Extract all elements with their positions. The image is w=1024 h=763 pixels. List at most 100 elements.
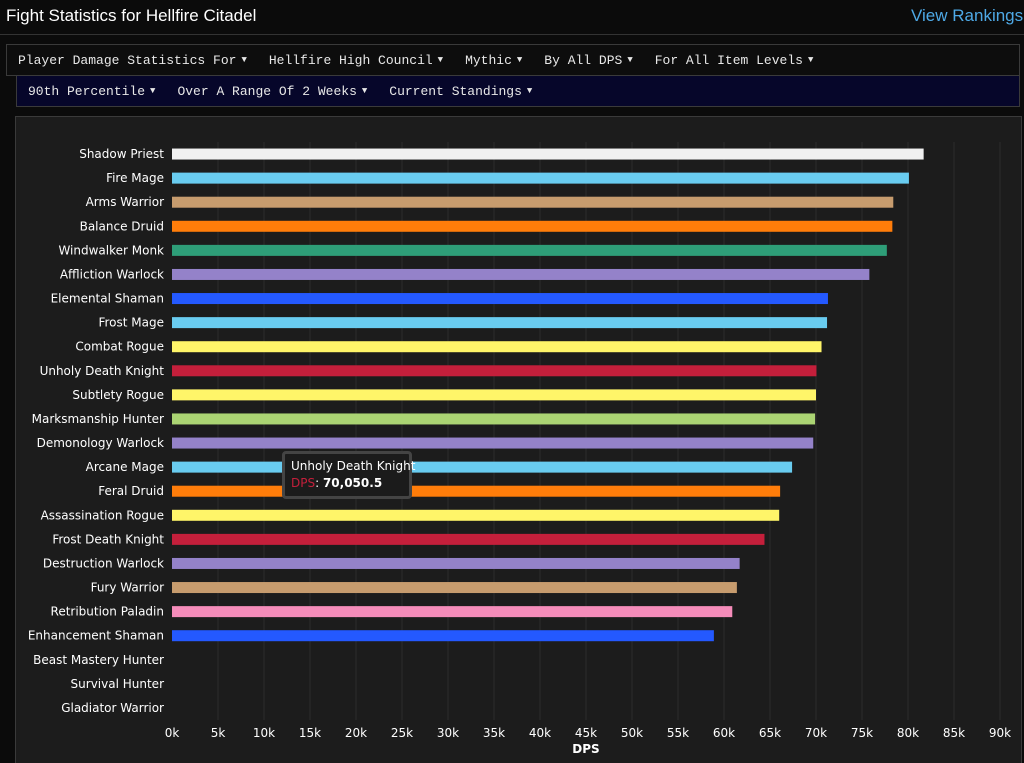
category-label: Retribution Paladin bbox=[51, 605, 164, 619]
bar[interactable] bbox=[172, 268, 870, 280]
page-title: Fight Statistics for Hellfire Citadel bbox=[6, 6, 257, 25]
view-rankings-link[interactable]: View Rankings bbox=[911, 6, 1024, 25]
filter-bar-secondary: 90th Percentile ▼ Over A Range Of 2 Weeks… bbox=[16, 76, 1020, 107]
bar[interactable] bbox=[172, 606, 733, 618]
x-tick-label: 10k bbox=[253, 726, 275, 740]
bar[interactable] bbox=[172, 461, 793, 473]
category-label: Assassination Rogue bbox=[41, 508, 164, 522]
tooltip-series-label: DPS bbox=[291, 476, 316, 490]
category-label: Survival Hunter bbox=[71, 677, 165, 691]
bar[interactable] bbox=[172, 630, 714, 642]
bar[interactable] bbox=[172, 293, 828, 305]
x-tick-label: 0k bbox=[165, 726, 180, 740]
tooltip-value-line: DPS: 70,050.5 bbox=[291, 476, 383, 490]
filter-label: Over A Range Of 2 Weeks bbox=[177, 83, 357, 99]
chart-panel: 0k 5k 10k 15k 20k 25k 30k 35k 40k 45k 50k 55k 60k 65k… bbox=[15, 116, 1022, 763]
filter-label: For All Item Levels bbox=[654, 52, 803, 68]
filter-percentile[interactable]: 90th Percentile ▼ bbox=[17, 84, 166, 99]
caret-down-icon: ▼ bbox=[526, 86, 533, 97]
category-label: Fire Mage bbox=[106, 171, 164, 185]
filter-encounter[interactable]: Hellfire High Council ▼ bbox=[258, 53, 454, 68]
filter-difficulty[interactable]: Mythic ▼ bbox=[454, 53, 533, 68]
x-tick-label: 70k bbox=[805, 726, 827, 740]
caret-down-icon: ▼ bbox=[361, 86, 368, 97]
bar[interactable] bbox=[172, 437, 814, 449]
category-label: Arcane Mage bbox=[86, 460, 164, 474]
x-tick-label: 50k bbox=[621, 726, 643, 740]
caret-down-icon: ▼ bbox=[807, 55, 814, 66]
bar[interactable] bbox=[172, 365, 817, 377]
x-tick-label: 90k bbox=[989, 726, 1011, 740]
x-tick-label: 35k bbox=[483, 726, 505, 740]
category-label: Arms Warrior bbox=[86, 195, 164, 209]
category-label: Demonology Warlock bbox=[37, 436, 164, 450]
category-label: Affliction Warlock bbox=[60, 267, 164, 281]
bar[interactable] bbox=[172, 244, 887, 256]
filter-label: By All DPS bbox=[544, 52, 623, 68]
category-label: Gladiator Warrior bbox=[61, 701, 164, 715]
tooltip-value: 70,050.5 bbox=[322, 476, 383, 490]
filter-label: Player Damage Statistics For bbox=[18, 52, 237, 68]
bar[interactable] bbox=[172, 557, 740, 569]
bar[interactable] bbox=[172, 509, 780, 521]
category-label: Combat Rogue bbox=[75, 340, 164, 354]
filter-label: Mythic bbox=[465, 52, 512, 68]
filter-item-level[interactable]: For All Item Levels ▼ bbox=[644, 53, 825, 68]
filter-label: 90th Percentile bbox=[28, 83, 146, 99]
bar[interactable] bbox=[172, 148, 924, 160]
bar[interactable] bbox=[172, 196, 894, 208]
chart-tooltip: Unholy Death Knight DPS: 70,050.5 bbox=[282, 451, 416, 499]
category-label: Frost Death Knight bbox=[52, 532, 164, 546]
category-label: Frost Mage bbox=[98, 316, 164, 330]
category-label: Subtlety Rogue bbox=[72, 388, 164, 402]
bar[interactable] bbox=[172, 389, 816, 401]
bar[interactable] bbox=[172, 485, 781, 497]
bar[interactable] bbox=[172, 317, 828, 329]
filter-statistics-type[interactable]: Player Damage Statistics For ▼ bbox=[7, 53, 258, 68]
category-label: Shadow Priest bbox=[79, 147, 164, 161]
x-axis-title: DPS bbox=[572, 742, 599, 756]
category-label: Destruction Warlock bbox=[43, 556, 164, 570]
category-label: Elemental Shaman bbox=[51, 292, 164, 306]
dps-bar-chart: 0k 5k 10k 15k 20k 25k 30k 35k 40k 45k 50k 55k 60k 65k… bbox=[28, 142, 1011, 756]
bar[interactable] bbox=[172, 413, 816, 425]
caret-down-icon: ▼ bbox=[516, 55, 523, 66]
category-label: Unholy Death Knight bbox=[40, 364, 165, 378]
x-tick-label: 55k bbox=[667, 726, 689, 740]
x-tick-label: 30k bbox=[437, 726, 459, 740]
x-tick-label: 65k bbox=[759, 726, 781, 740]
category-label: Enhancement Shaman bbox=[28, 629, 164, 643]
header-bar: Fight Statistics for Hellfire Citadel Vi… bbox=[0, 0, 1024, 35]
bar[interactable] bbox=[172, 341, 822, 353]
x-tick-label: 80k bbox=[897, 726, 919, 740]
x-tick-label: 40k bbox=[529, 726, 551, 740]
filter-time-range[interactable]: Over A Range Of 2 Weeks ▼ bbox=[166, 84, 378, 99]
caret-down-icon: ▼ bbox=[241, 55, 247, 66]
bar[interactable] bbox=[172, 220, 893, 232]
caret-down-icon: ▼ bbox=[150, 86, 156, 97]
x-tick-label: 20k bbox=[345, 726, 367, 740]
x-tick-label: 15k bbox=[299, 726, 321, 740]
x-tick-label: 75k bbox=[851, 726, 873, 740]
x-tick-label: 60k bbox=[713, 726, 735, 740]
bar[interactable] bbox=[172, 533, 765, 545]
x-tick-label: 45k bbox=[575, 726, 597, 740]
filter-role[interactable]: By All DPS ▼ bbox=[533, 53, 643, 68]
category-label: Marksmanship Hunter bbox=[32, 412, 164, 426]
filter-bar-primary: Player Damage Statistics For ▼ Hellfire H… bbox=[6, 44, 1020, 76]
x-tick-label: 5k bbox=[211, 726, 226, 740]
category-label: Balance Druid bbox=[80, 219, 164, 233]
caret-down-icon: ▼ bbox=[627, 55, 633, 66]
filter-label: Hellfire High Council bbox=[268, 52, 433, 68]
category-label: Feral Druid bbox=[98, 484, 164, 498]
tooltip-spec-name: Unholy Death Knight bbox=[291, 459, 416, 473]
x-tick-label: 85k bbox=[943, 726, 965, 740]
filter-standings[interactable]: Current Standings ▼ bbox=[378, 84, 543, 99]
bar[interactable] bbox=[172, 172, 909, 184]
x-tick-label: 25k bbox=[391, 726, 413, 740]
category-label: Beast Mastery Hunter bbox=[33, 653, 164, 667]
category-label: Windwalker Monk bbox=[58, 243, 164, 257]
bar[interactable] bbox=[172, 582, 737, 594]
caret-down-icon: ▼ bbox=[437, 55, 444, 66]
category-label: Fury Warrior bbox=[91, 581, 164, 595]
